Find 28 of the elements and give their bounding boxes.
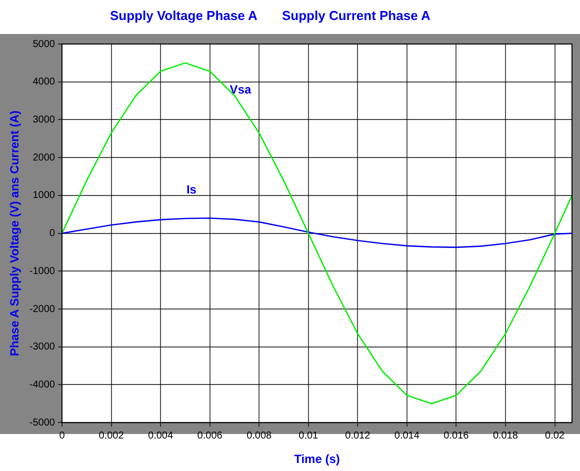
- x-axis-title: Time (s): [294, 452, 340, 466]
- y-tick-label: 3000: [32, 114, 56, 126]
- chart-subtitle: Supply Current Phase A: [282, 8, 430, 23]
- series-label: Vsa: [230, 82, 252, 96]
- chart-title: Supply Voltage Phase A: [110, 8, 258, 23]
- x-tick-label: 0.014: [394, 430, 420, 442]
- y-tick-label: 0: [49, 228, 56, 240]
- y-tick-label: 1000: [32, 190, 56, 202]
- y-tick-label: -1000: [29, 266, 56, 277]
- y-tick-label: 4000: [32, 76, 56, 88]
- y-tick-label: -4000: [29, 379, 56, 390]
- y-tick-label: -3000: [29, 342, 56, 353]
- x-tick-label: 0.006: [197, 430, 223, 442]
- x-tick-label: 0.01: [298, 430, 319, 442]
- x-tick-label: 0.016: [444, 430, 470, 442]
- x-tick-label: 0.018: [492, 430, 518, 442]
- x-tick-label: 0.002: [98, 430, 124, 442]
- x-tick-label: 0.012: [345, 430, 371, 442]
- x-tick-label: 0: [59, 430, 66, 442]
- series-label: Is: [186, 182, 197, 196]
- y-tick-label: 2000: [32, 152, 56, 164]
- y-axis-title: Phase A Supply Voltage (V) ans Current (A): [8, 110, 22, 356]
- y-tick-label: -2000: [29, 304, 56, 315]
- x-tick-label: 0.008: [246, 430, 272, 442]
- x-tick-label: 0.004: [148, 430, 174, 442]
- y-tick-label: 5000: [32, 38, 56, 50]
- y-tick-label: -5000: [29, 417, 56, 428]
- x-tick-label: 0.02: [545, 430, 565, 442]
